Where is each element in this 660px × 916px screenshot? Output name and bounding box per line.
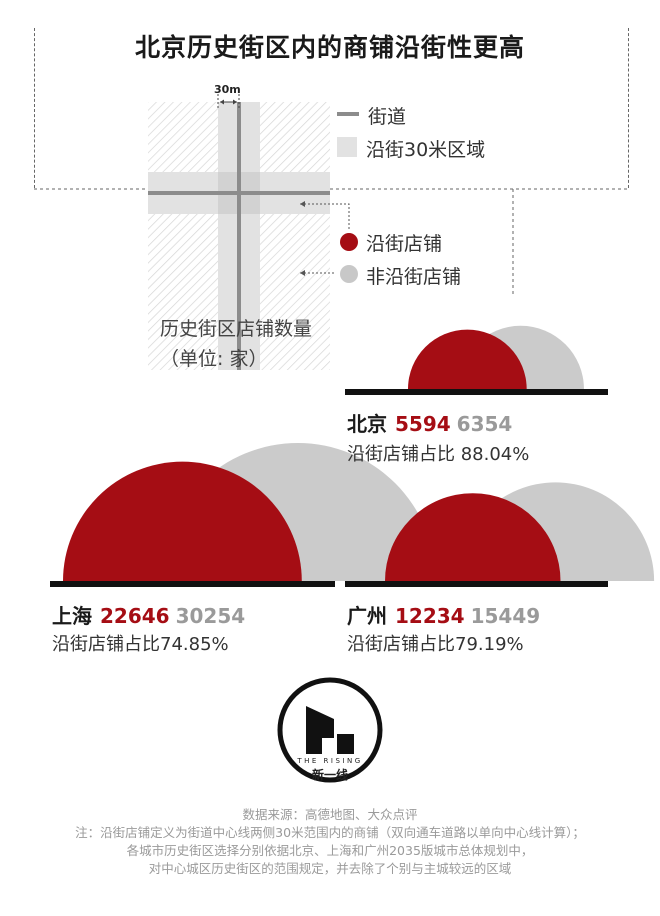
city-label-beijing: 北京 5594 6354 — [347, 408, 512, 437]
frontage-value-shanghai: 22646 — [100, 604, 170, 628]
legend-frontage-label: 沿街店铺 — [366, 233, 443, 255]
city-label-guangzhou: 广州 12234 15449 — [347, 600, 540, 629]
dim-arrow-right — [233, 99, 237, 105]
city-name-guangzhou: 广州 — [347, 604, 387, 628]
frontage-semicircle-shanghai — [63, 461, 302, 581]
leader-nonfrontage-arrow — [300, 270, 305, 276]
legend-zone-swatch — [337, 137, 357, 157]
baseline-beijing — [345, 389, 608, 395]
logo-mark-notch — [322, 738, 334, 754]
frame-dashes — [34, 188, 628, 296]
legend-nonfrontage-swatch — [340, 265, 358, 283]
frame-line-right — [628, 28, 629, 188]
leader-frontage-arrow — [300, 201, 305, 207]
unit-label-line1: 历史街区店铺数量 — [160, 318, 313, 340]
unit-label: 历史街区店铺数量 （单位: 家） — [160, 314, 312, 374]
ratio-beijing: 沿街店铺占比 88.04% — [347, 444, 530, 465]
frame-line-left — [34, 28, 35, 188]
total-value-beijing: 6354 — [456, 412, 513, 436]
width-label: 30m — [214, 83, 241, 96]
page-title: 北京历史街区内的商铺沿街性更高 — [134, 33, 525, 62]
ratio-shanghai: 沿街店铺占比74.85% — [52, 634, 229, 655]
footnotes: 数据来源：高德地图、大众点评 注：沿街店铺定义为街道中心线两侧30米范围内的商铺… — [0, 806, 660, 878]
frontage-semicircle-beijing — [408, 329, 527, 389]
logo-mark-right — [337, 734, 354, 754]
total-value-guangzhou: 15449 — [470, 604, 541, 628]
street-diagram — [148, 94, 359, 370]
leader-frontage — [300, 203, 350, 230]
unit-label-line2: （单位: 家） — [160, 348, 268, 370]
legend-nonfrontage-label: 非沿街店铺 — [366, 266, 462, 288]
total-value-shanghai: 30254 — [175, 604, 246, 628]
baseline-shanghai — [50, 581, 335, 587]
legend-street-label: 街道 — [368, 106, 407, 128]
baseline-guangzhou — [345, 581, 608, 587]
legend-zone-label: 沿街30米区域 — [366, 139, 486, 161]
logo-caption: THE RISING — [297, 757, 363, 765]
city-label-shanghai: 上海 22646 30254 — [52, 600, 245, 629]
logo-icon — [277, 677, 383, 783]
logo-name: 新一线 — [311, 768, 348, 782]
footnote-source: 数据来源：高德地图、大众点评 — [242, 807, 418, 822]
city-name-shanghai: 上海 — [52, 604, 92, 628]
footnote-line-2: 各城市历史街区选择分别依据北京、上海和广州2035版城市总体规划中， — [126, 843, 534, 858]
footnote-line-3: 对中心城区历史街区的范围规定，并去除了个别与主城较远的区域 — [148, 861, 512, 876]
frontage-semicircle-guangzhou — [385, 493, 561, 581]
legend-frontage-swatch — [340, 233, 358, 251]
ratio-guangzhou: 沿街店铺占比79.19% — [347, 634, 524, 655]
city-name-beijing: 北京 — [347, 412, 387, 436]
dim-arrow-left — [220, 99, 224, 105]
frontage-value-beijing: 5594 — [395, 412, 451, 436]
frontage-value-guangzhou: 12234 — [395, 604, 465, 628]
footnote-line-1: 注：沿街店铺定义为街道中心线两侧30米范围内的商铺（双向通车道路以单向中心线计算… — [75, 825, 585, 840]
